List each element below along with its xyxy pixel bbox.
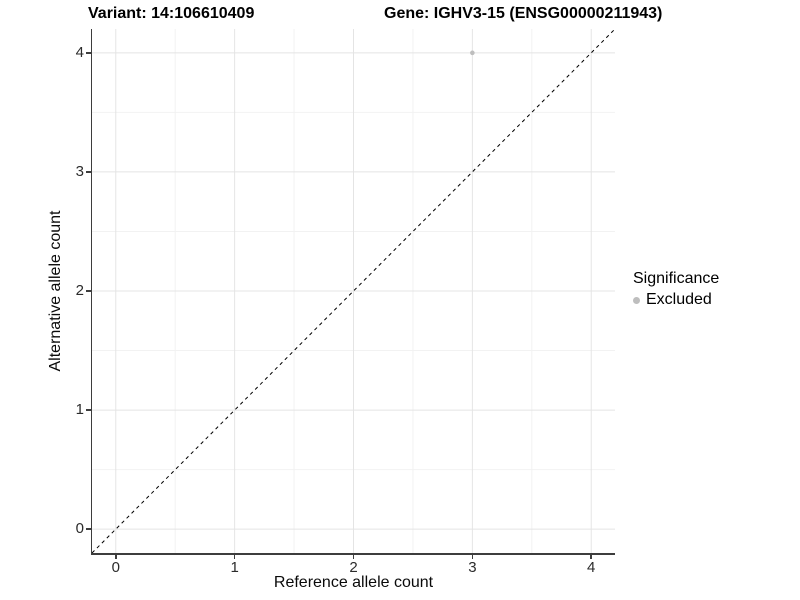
x-tick-mark (590, 554, 592, 559)
y-tick-label: 2 (75, 282, 84, 299)
y-tick-mark (86, 290, 91, 292)
x-tick-mark (471, 554, 474, 559)
y-tick-label: 1 (75, 401, 84, 419)
legend-item-label: Excluded (646, 291, 712, 308)
legend-items: Excluded (631, 291, 796, 309)
legend-title: Significance (633, 270, 720, 287)
data-point (470, 50, 475, 56)
y-tick-mark (86, 171, 91, 173)
x-tick-mark (115, 554, 117, 559)
gene-title: Gene: IGHV3-15 (ENSG00000211943) (384, 5, 663, 22)
y-tick-label: 4 (75, 43, 84, 61)
variant-title: Variant: 14:106610409 (88, 5, 255, 22)
x-tick-label: 1 (230, 559, 239, 576)
y-tick-mark (86, 528, 91, 530)
legend-item: Excluded (631, 291, 796, 309)
legend-key-point-icon (633, 296, 640, 304)
y-axis-title: Alternative allele count (47, 210, 64, 372)
x-tick-mark (352, 554, 355, 559)
y-tick-mark (86, 52, 91, 54)
x-tick-label: 3 (468, 559, 477, 576)
y-axis-line (90, 29, 92, 555)
x-tick-label: 2 (349, 559, 358, 576)
identity-dashed-line (92, 29, 615, 553)
x-axis-line (90, 553, 615, 555)
x-tick-label: 0 (111, 559, 120, 576)
x-axis-title: Reference allele count (273, 574, 434, 591)
y-tick-mark (86, 409, 91, 411)
x-tick-label: 4 (587, 559, 596, 576)
y-tick-label: 3 (75, 162, 84, 180)
x-tick-mark (233, 554, 236, 559)
legend: Significance Excluded (631, 270, 796, 309)
y-tick-label: 0 (75, 520, 84, 538)
plot-panel (92, 29, 615, 553)
plot-area (92, 29, 615, 553)
